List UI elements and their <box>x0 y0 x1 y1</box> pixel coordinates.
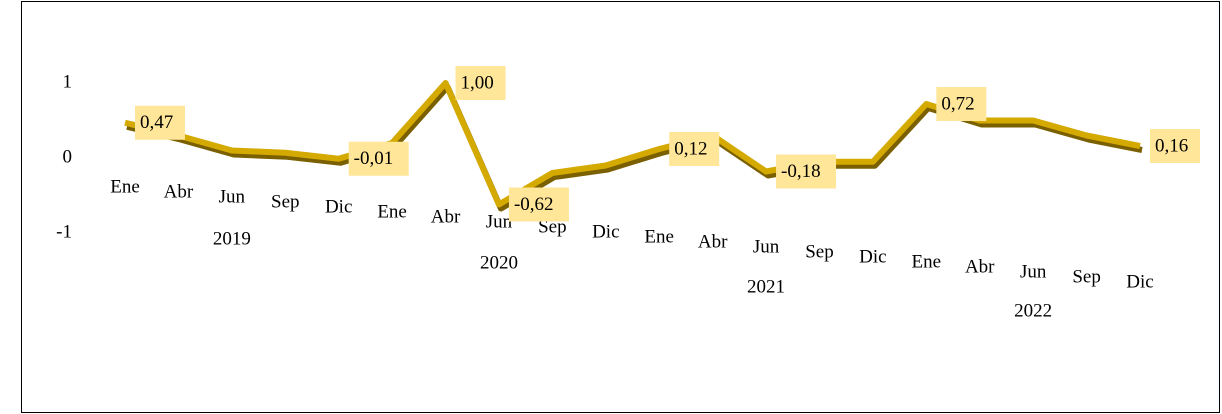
value-label-box <box>669 132 720 166</box>
value-label: 0,12 <box>674 138 707 159</box>
x-tick-label: Sep <box>538 216 567 237</box>
x-tick-label: Abr <box>164 181 194 202</box>
x-tick-label: Sep <box>271 191 300 212</box>
x-tick-label: Ene <box>912 251 942 272</box>
x-tick-label: Ene <box>110 176 140 197</box>
y-tick-label: -1 <box>56 221 72 242</box>
year-label: 2020 <box>480 252 518 273</box>
value-label: 1,00 <box>461 72 494 93</box>
value-label-box <box>936 87 987 121</box>
x-tick-label: Dic <box>859 246 886 267</box>
value-label-box <box>508 187 569 222</box>
x-tick-label: Jun <box>486 211 513 232</box>
x-tick-label: Ene <box>644 226 674 247</box>
x-tick-label: Abr <box>431 206 461 227</box>
value-label: 0,72 <box>941 93 974 114</box>
x-tick-label: Dic <box>325 196 352 217</box>
x-tick-label: Abr <box>965 256 995 277</box>
x-tick-label: Sep <box>805 241 834 262</box>
x-tick-label: Jun <box>753 236 780 257</box>
line-shadow <box>126 84 1143 212</box>
value-label: 0,16 <box>1155 135 1188 156</box>
value-label: 0,47 <box>140 112 173 133</box>
x-tick-label: Jun <box>219 186 246 207</box>
y-tick-label: 1 <box>63 71 73 92</box>
value-label-box <box>1150 129 1200 163</box>
value-label: -0,01 <box>354 148 394 169</box>
value-label-box <box>776 154 837 189</box>
x-tick-label: Dic <box>1126 271 1153 292</box>
year-label: 2019 <box>213 228 251 249</box>
year-label: 2022 <box>1014 300 1052 321</box>
y-tick-label: 0 <box>63 146 73 167</box>
x-tick-label: Abr <box>698 231 728 252</box>
year-label: 2021 <box>747 276 785 297</box>
x-tick-label: Dic <box>592 221 619 242</box>
x-tick-label: Jun <box>1020 261 1047 282</box>
chart-frame <box>21 1 1220 413</box>
value-label: -0,62 <box>514 194 554 215</box>
x-tick-label: Sep <box>1072 266 1101 287</box>
value-label-box <box>455 66 506 100</box>
x-tick-label: Ene <box>377 201 407 222</box>
value-label: -0,18 <box>781 161 821 182</box>
value-label-box <box>348 141 409 176</box>
value-label-box <box>135 105 185 140</box>
data-line <box>124 80 1141 208</box>
